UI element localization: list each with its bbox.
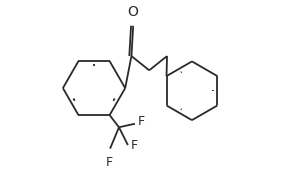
Text: F: F xyxy=(138,115,145,129)
Text: O: O xyxy=(127,5,138,19)
Text: F: F xyxy=(106,156,113,169)
Text: F: F xyxy=(131,138,138,152)
